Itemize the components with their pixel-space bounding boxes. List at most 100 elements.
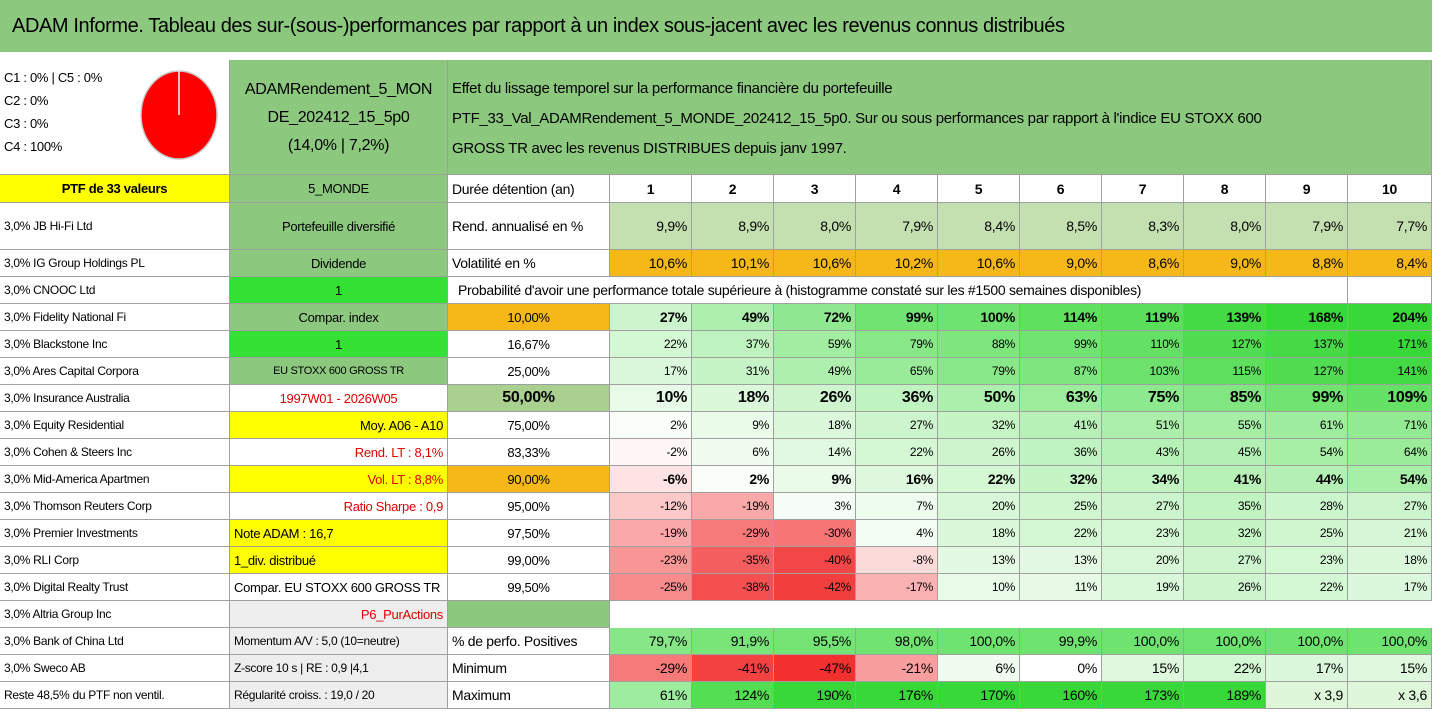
value-cell: 36% (1020, 439, 1102, 466)
value-cell: -23% (610, 547, 692, 574)
compartment: C4 : 100% (4, 139, 63, 154)
value-cell: 20% (938, 493, 1020, 520)
value-cell: 8,6% (1102, 250, 1184, 277)
holding: 3,0% Premier Investments (0, 520, 230, 547)
year-header: 6 (1020, 175, 1102, 203)
value-cell: 25% (1020, 493, 1102, 520)
value-cell: 173% (1102, 682, 1184, 709)
year-header: 9 (1266, 175, 1348, 203)
value-cell: 204% (1348, 304, 1432, 331)
value-cell: 22% (856, 439, 938, 466)
value-cell: -35% (692, 547, 774, 574)
value-cell: 15% (1348, 655, 1432, 682)
info: Portefeuille diversifié (230, 203, 448, 250)
value-cell: 8,4% (938, 203, 1020, 250)
value-cell: 190% (774, 682, 856, 709)
value-cell: 8,0% (774, 203, 856, 250)
value-cell: 160% (1020, 682, 1102, 709)
info: Dividende (230, 250, 448, 277)
value-cell: 72% (774, 304, 856, 331)
value-cell: 27% (1184, 547, 1266, 574)
value-cell: 7,9% (1266, 203, 1348, 250)
compartment: C3 : 0% (4, 116, 49, 131)
holding: 3,0% Altria Group Inc (0, 601, 230, 628)
value-cell: 10,6% (610, 250, 692, 277)
value-cell: 49% (774, 358, 856, 385)
row-label: Minimum (448, 655, 610, 682)
value-cell: 54% (1266, 439, 1348, 466)
value-cell: 19% (1102, 574, 1184, 601)
holding: 3,0% Sweco AB (0, 655, 230, 682)
holding: 3,0% Ares Capital Corpora (0, 358, 230, 385)
value-cell: 32% (1020, 466, 1102, 493)
value-cell: 32% (938, 412, 1020, 439)
value-cell: 7,7% (1348, 203, 1432, 250)
info: 1 (230, 331, 448, 358)
holding: 3,0% Cohen & Steers Inc (0, 439, 230, 466)
year-header: 5 (938, 175, 1020, 203)
value-cell: 91,9% (692, 628, 774, 655)
value-cell: 171% (1348, 331, 1432, 358)
value-cell: 127% (1184, 331, 1266, 358)
holding: 3,0% Fidelity National Fi (0, 304, 230, 331)
value-cell: 15% (1102, 655, 1184, 682)
empty-cell (448, 601, 610, 628)
value-cell: 2% (610, 412, 692, 439)
value-cell: -6% (610, 466, 692, 493)
year-header: 10 (1348, 175, 1432, 203)
value-cell: 79% (856, 331, 938, 358)
row-label: 95,00% (448, 493, 610, 520)
value-cell: 100,0% (1266, 628, 1348, 655)
value-cell: 10% (610, 385, 692, 412)
info: Note ADAM : 16,7 (230, 520, 448, 547)
value-cell: 17% (1266, 655, 1348, 682)
value-cell: 16% (856, 466, 938, 493)
value-cell: 100,0% (1184, 628, 1266, 655)
value-cell: -29% (692, 520, 774, 547)
value-cell: 61% (1266, 412, 1348, 439)
description-line: PTF_33_Val_ADAMRendement_5_MONDE_202412_… (452, 110, 1262, 127)
value-cell: 87% (1020, 358, 1102, 385)
value-cell: 71% (1348, 412, 1432, 439)
row-label: 16,67% (448, 331, 610, 358)
row-label: 83,33% (448, 439, 610, 466)
info: Moy. A06 - A10 (230, 412, 448, 439)
value-cell: 25% (1266, 520, 1348, 547)
holding: 3,0% Mid-America Apartmen (0, 466, 230, 493)
value-cell: -38% (692, 574, 774, 601)
value-cell: -25% (610, 574, 692, 601)
value-cell: x 3,6 (1348, 682, 1432, 709)
value-cell: 64% (1348, 439, 1432, 466)
info: 1 (230, 277, 448, 304)
value-cell: 137% (1266, 331, 1348, 358)
value-cell: 100,0% (938, 628, 1020, 655)
row-label: 99,00% (448, 547, 610, 574)
description-cell: Effet du lissage temporel sur la perform… (448, 60, 1432, 175)
value-cell: 109% (1348, 385, 1432, 412)
row-label: 25,00% (448, 358, 610, 385)
value-cell: -19% (692, 493, 774, 520)
value-cell: 3% (774, 493, 856, 520)
holding: 3,0% Bank of China Ltd (0, 628, 230, 655)
holding: 3,0% JB Hi-Fi Ltd (0, 203, 230, 250)
value-cell: 23% (1102, 520, 1184, 547)
value-cell: 43% (1102, 439, 1184, 466)
value-cell: 7% (856, 493, 938, 520)
compartment: C2 : 0% (4, 93, 49, 108)
value-cell: 100% (938, 304, 1020, 331)
value-cell: 8,0% (1184, 203, 1266, 250)
value-cell: 22% (610, 331, 692, 358)
holding: 3,0% Blackstone Inc (0, 331, 230, 358)
value-cell: 9,0% (1020, 250, 1102, 277)
fund-line: DE_202412_15_5p0 (267, 109, 410, 126)
value-cell: 2% (692, 466, 774, 493)
fund-line: (14,0% | 7,2%) (287, 137, 390, 154)
value-cell: 44% (1266, 466, 1348, 493)
value-cell: 100,0% (1102, 628, 1184, 655)
value-cell: 28% (1266, 493, 1348, 520)
compartments-cell: C1 : 0% | C5 : 0% C2 : 0% C3 : 0% C4 : 1… (0, 60, 230, 175)
value-cell: 11% (1020, 574, 1102, 601)
value-cell: 65% (856, 358, 938, 385)
value-cell: -41% (692, 655, 774, 682)
row-label: 10,00% (448, 304, 610, 331)
